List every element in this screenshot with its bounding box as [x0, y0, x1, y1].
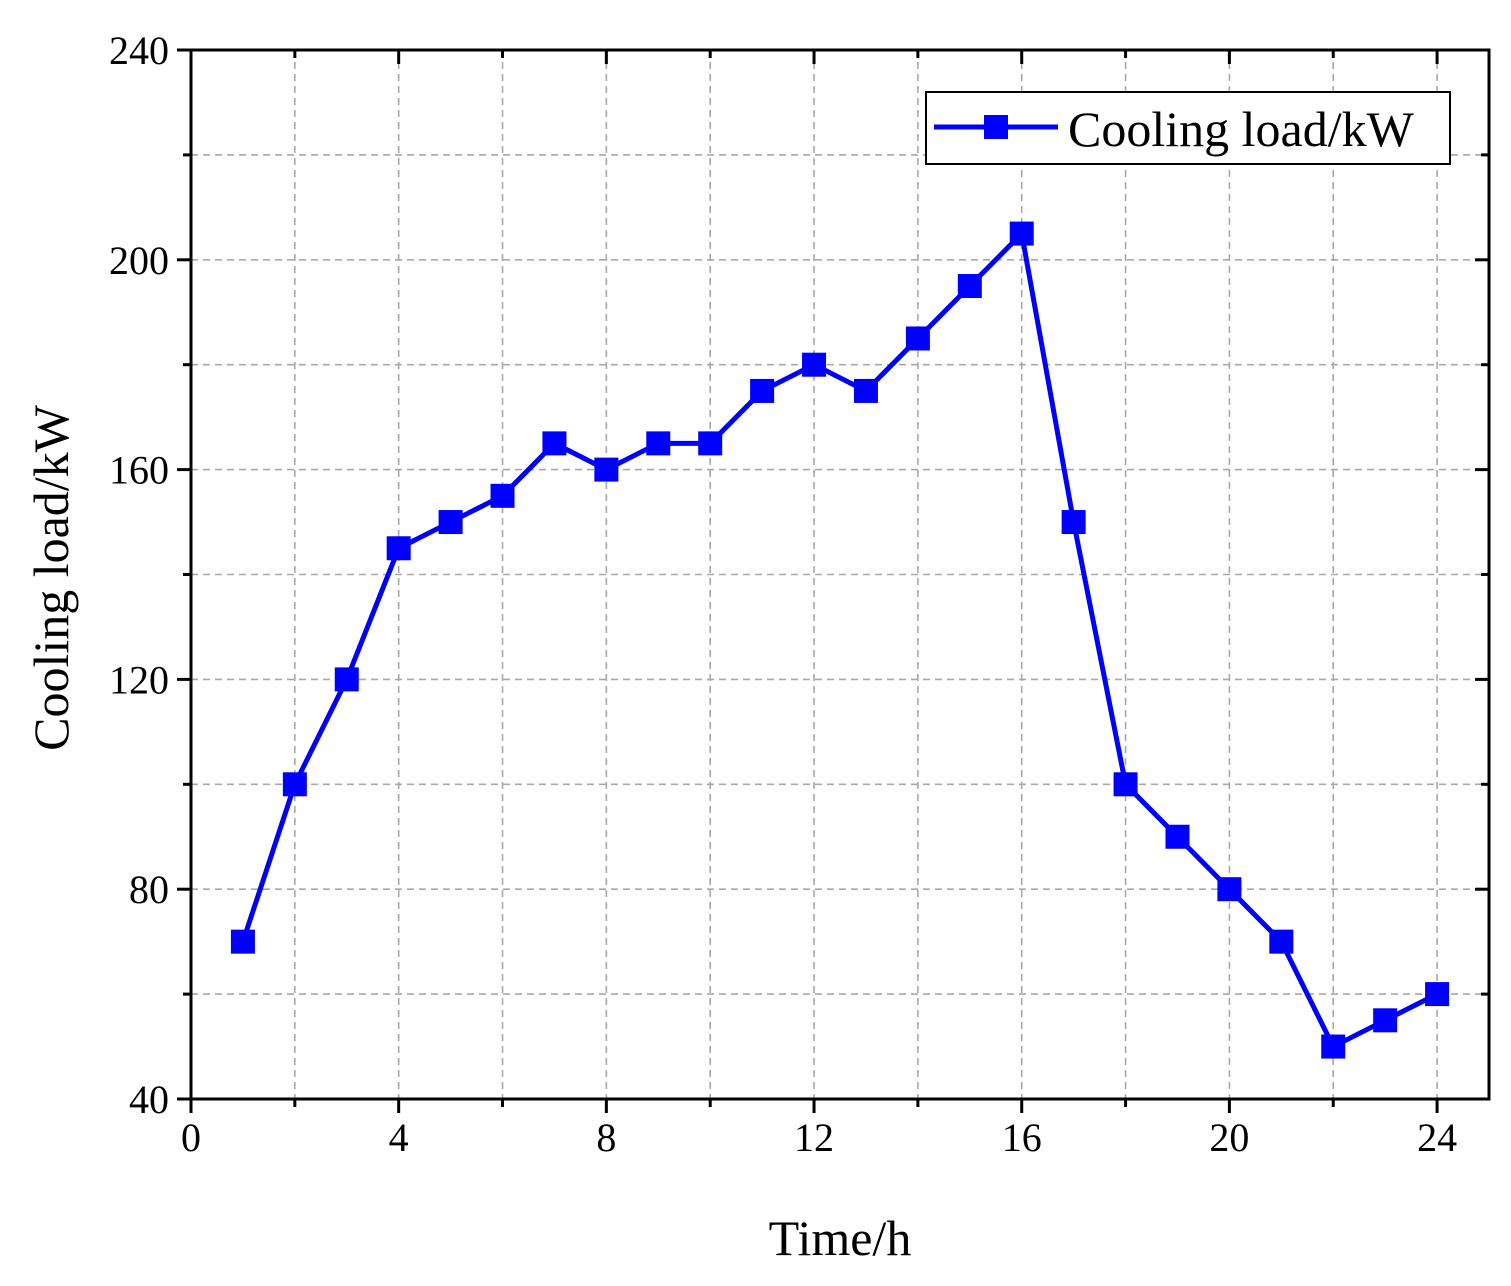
data-point-marker: [230, 929, 255, 954]
x-tick-label: 0: [181, 1115, 201, 1160]
data-point-marker: [282, 772, 307, 797]
data-point-marker: [1061, 510, 1086, 535]
x-axis-title: Time/h: [769, 1210, 912, 1266]
x-tick-label: 12: [794, 1115, 834, 1160]
data-point-marker: [1269, 929, 1294, 954]
data-point-marker: [957, 274, 982, 299]
data-point-marker: [386, 536, 411, 561]
x-tick-label: 24: [1417, 1115, 1457, 1160]
legend: Cooling load/kW: [925, 91, 1451, 165]
series-layer: [230, 221, 1450, 1059]
x-tick-label: 20: [1209, 1115, 1249, 1160]
data-point-marker: [1217, 877, 1242, 902]
y-tick-label: 120: [109, 657, 169, 702]
y-tick-label: 80: [129, 867, 169, 912]
y-axis-title: Cooling load/kW: [23, 404, 79, 751]
data-point-marker: [750, 378, 775, 403]
y-tick-label: 200: [109, 238, 169, 283]
data-point-marker: [1165, 824, 1190, 849]
y-tick-label: 240: [109, 28, 169, 73]
data-point-marker: [542, 431, 567, 456]
data-point-marker: [646, 431, 671, 456]
data-point-marker: [1373, 1008, 1398, 1033]
data-point-marker: [438, 510, 463, 535]
data-point-marker: [1113, 772, 1138, 797]
data-point-marker: [905, 326, 930, 351]
data-point-marker: [594, 457, 619, 482]
data-point-marker: [698, 431, 723, 456]
data-point-marker: [802, 352, 827, 377]
x-tick-label: 8: [596, 1115, 616, 1160]
tick-label-layer: 0 4 8 12 16 20 24 40 80 120 160 200 240: [109, 28, 1457, 1160]
y-tick-label: 40: [129, 1077, 169, 1122]
data-point-marker: [853, 378, 878, 403]
y-tick-label: 160: [109, 448, 169, 493]
data-point-marker: [490, 483, 515, 508]
data-point-marker: [1321, 1034, 1346, 1059]
legend-square-marker-icon: [984, 115, 1008, 139]
x-tick-label: 4: [389, 1115, 409, 1160]
data-point-marker: [334, 667, 359, 692]
x-tick-label: 16: [1002, 1115, 1042, 1160]
plot-frame: [189, 48, 1491, 1101]
data-point-marker: [1009, 221, 1034, 246]
data-point-marker: [1425, 982, 1450, 1007]
legend-label: Cooling load/kW: [1068, 101, 1415, 157]
